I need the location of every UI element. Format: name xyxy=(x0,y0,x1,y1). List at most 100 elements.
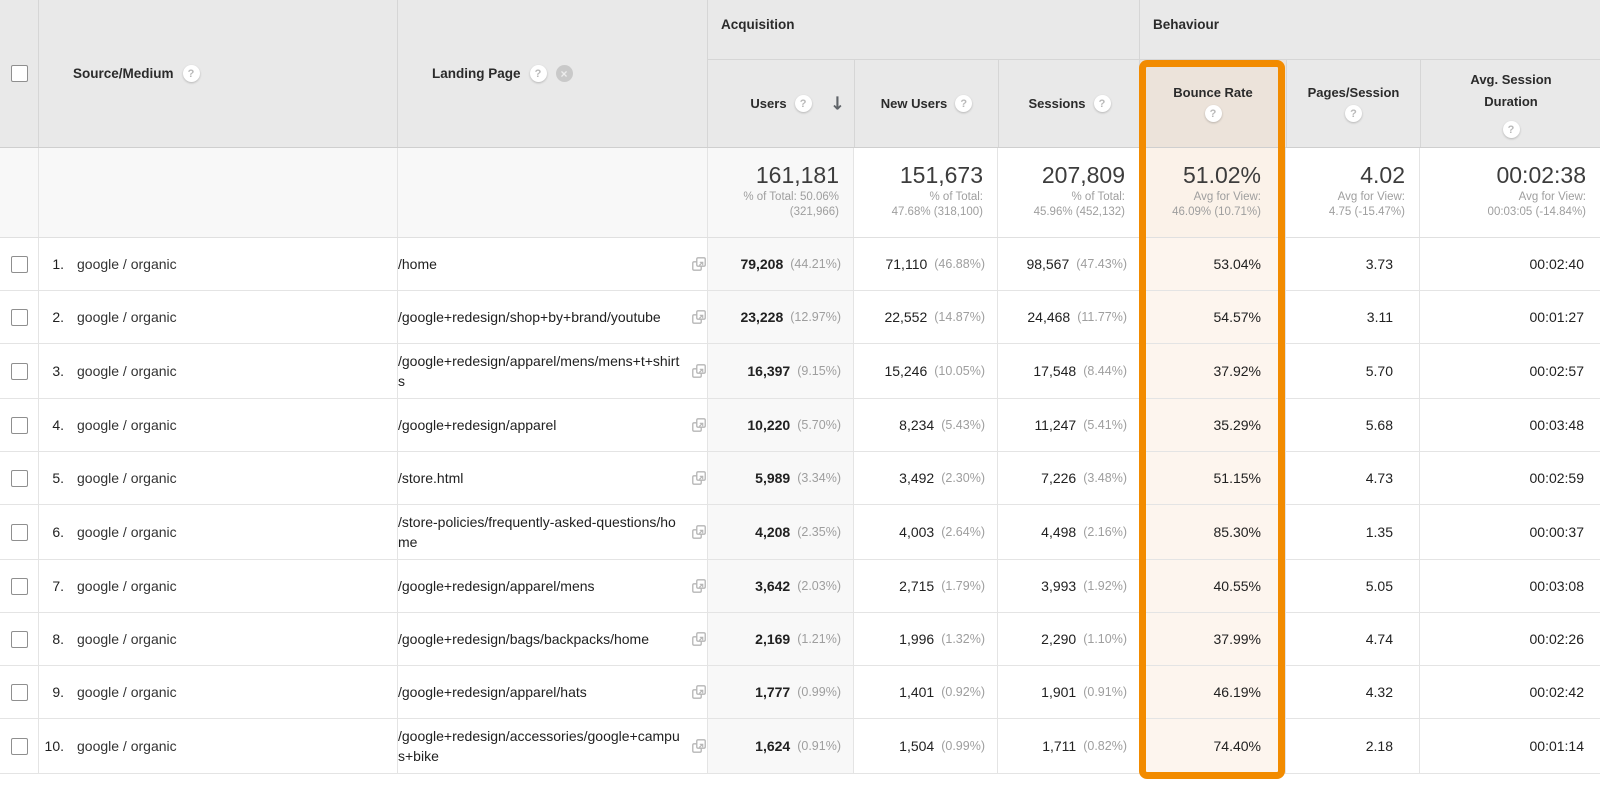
source-medium-cell: 1. google / organic xyxy=(38,238,397,290)
bounce-rate-cell: 54.57% xyxy=(1139,291,1285,343)
new-users-total-subtext: % of Total: 47.68% (318,100) xyxy=(891,191,983,218)
pages-session-cell: 3.11 xyxy=(1285,291,1419,343)
help-icon[interactable]: ? xyxy=(955,95,973,112)
landing-page-value: /store.html xyxy=(398,470,464,486)
help-icon[interactable]: ? xyxy=(1345,105,1362,122)
bounce-rate-cell: 37.92% xyxy=(1139,344,1285,398)
new-users-percent: (1.32%) xyxy=(941,632,985,646)
avg-duration-cell: 00:02:26 xyxy=(1419,613,1600,665)
column-header-bounce-rate[interactable]: Bounce Rate ? xyxy=(1140,60,1286,147)
row-checkbox[interactable] xyxy=(10,308,28,326)
source-medium-cell: 6. google / organic xyxy=(38,505,397,559)
new-users-value: 2,715 xyxy=(899,578,935,594)
column-header-source-medium[interactable]: Source/Medium ? xyxy=(38,0,397,147)
row-checkbox[interactable] xyxy=(10,523,28,541)
row-checkbox[interactable] xyxy=(10,577,28,595)
sessions-value: 11,247 xyxy=(1034,417,1077,433)
new-users-value: 3,492 xyxy=(899,470,935,486)
open-in-new-icon[interactable] xyxy=(691,684,707,700)
open-in-new-icon[interactable] xyxy=(691,524,707,540)
new-users-cell: 15,246 (10.05%) xyxy=(853,344,997,398)
column-header-avg-session-duration[interactable]: Avg. Session Duration ? xyxy=(1420,60,1600,147)
bounce-rate-total-value: 51.02% xyxy=(1182,162,1261,188)
bounce-rate-cell: 46.19% xyxy=(1139,666,1285,718)
users-value: 79,208 xyxy=(740,256,784,272)
new-users-value: 71,110 xyxy=(885,256,928,272)
avg-duration-cell: 00:03:08 xyxy=(1419,560,1600,612)
column-header-users[interactable]: Users ? ↓ xyxy=(708,60,854,147)
pages-session-label: Pages/Session xyxy=(1307,85,1400,100)
users-value: 5,989 xyxy=(755,470,791,486)
new-users-cell: 1,504 (0.99%) xyxy=(853,719,997,773)
users-percent: (5.70%) xyxy=(797,418,841,432)
column-header-pages-session[interactable]: Pages/Session ? xyxy=(1286,60,1420,147)
column-header-landing-page[interactable]: Landing Page ? × xyxy=(397,0,707,147)
new-users-cell: 1,401 (0.92%) xyxy=(853,666,997,718)
sessions-label: Sessions xyxy=(1028,95,1086,111)
row-checkbox[interactable] xyxy=(10,416,28,434)
users-value: 3,642 xyxy=(755,578,791,594)
sort-descending-icon[interactable]: ↓ xyxy=(829,93,845,114)
source-medium-value: google / organic xyxy=(77,417,177,433)
source-medium-value: google / organic xyxy=(77,738,177,754)
new-users-percent: (1.79%) xyxy=(941,579,985,593)
pages-session-value: 3.73 xyxy=(1365,256,1393,272)
open-in-new-icon[interactable] xyxy=(691,309,707,325)
pages-session-cell: 5.05 xyxy=(1285,560,1419,612)
help-icon[interactable]: ? xyxy=(1204,105,1222,122)
source-medium-cell: 7. google / organic xyxy=(38,560,397,612)
row-index: 6. xyxy=(52,524,64,540)
new-users-percent: (2.64%) xyxy=(941,525,985,539)
landing-page-value: /google+redesign/apparel xyxy=(398,417,557,433)
source-medium-cell: 3. google / organic xyxy=(38,344,397,398)
help-icon[interactable]: ? xyxy=(182,65,200,82)
open-in-new-icon[interactable] xyxy=(691,631,707,647)
row-checkbox[interactable] xyxy=(10,362,28,380)
landing-page-cell: /google+redesign/apparel/mens/mens+t+shi… xyxy=(397,344,707,398)
row-index: 1. xyxy=(52,256,64,272)
help-icon[interactable]: ? xyxy=(529,65,547,82)
new-users-percent: (0.99%) xyxy=(941,739,985,753)
row-checkbox-cell xyxy=(0,505,38,559)
bounce-rate-cell: 74.40% xyxy=(1139,719,1285,773)
open-in-new-icon[interactable] xyxy=(691,578,707,594)
bounce-rate-value: 85.30% xyxy=(1213,524,1261,540)
open-in-new-icon[interactable] xyxy=(691,470,707,486)
bounce-rate-value: 40.55% xyxy=(1213,578,1261,594)
row-checkbox[interactable] xyxy=(10,683,28,701)
open-in-new-icon[interactable] xyxy=(691,256,707,272)
column-header-new-users[interactable]: New Users ? xyxy=(854,60,998,147)
open-in-new-icon[interactable] xyxy=(691,738,707,754)
totals-new-users: 151,673 % of Total: 47.68% (318,100) xyxy=(853,148,997,237)
row-checkbox[interactable] xyxy=(10,469,28,487)
row-index: 3. xyxy=(52,363,64,379)
open-in-new-icon[interactable] xyxy=(691,363,707,379)
users-cell: 16,397 (9.15%) xyxy=(707,344,853,398)
new-users-value: 1,504 xyxy=(899,738,935,754)
help-icon[interactable]: ? xyxy=(794,95,812,112)
users-percent: (1.21%) xyxy=(797,632,841,646)
pages-session-value: 1.35 xyxy=(1365,524,1393,540)
sessions-value: 24,468 xyxy=(1027,309,1071,325)
select-all-checkbox[interactable] xyxy=(10,65,28,82)
users-value: 23,228 xyxy=(740,309,784,325)
avg-duration-cell: 00:00:37 xyxy=(1419,505,1600,559)
help-icon[interactable]: ? xyxy=(1502,121,1520,138)
help-icon[interactable]: ? xyxy=(1093,95,1111,112)
avg-session-duration-label: Avg. Session Duration xyxy=(1470,72,1552,109)
row-index: 10. xyxy=(44,738,64,754)
row-checkbox[interactable] xyxy=(10,630,28,648)
new-users-value: 8,234 xyxy=(899,417,935,433)
column-header-sessions[interactable]: Sessions ? xyxy=(998,60,1140,147)
remove-dimension-icon[interactable]: × xyxy=(555,65,573,82)
new-users-value: 22,552 xyxy=(884,309,928,325)
row-checkbox[interactable] xyxy=(10,737,28,755)
row-checkbox[interactable] xyxy=(10,255,28,273)
landing-page-cell: /home xyxy=(397,238,707,290)
users-cell: 2,169 (1.21%) xyxy=(707,613,853,665)
pages-session-value: 5.70 xyxy=(1365,363,1393,379)
sessions-percent: (2.16%) xyxy=(1083,525,1127,539)
users-percent: (2.35%) xyxy=(797,525,841,539)
landing-page-value: /home xyxy=(398,256,437,272)
open-in-new-icon[interactable] xyxy=(691,417,707,433)
